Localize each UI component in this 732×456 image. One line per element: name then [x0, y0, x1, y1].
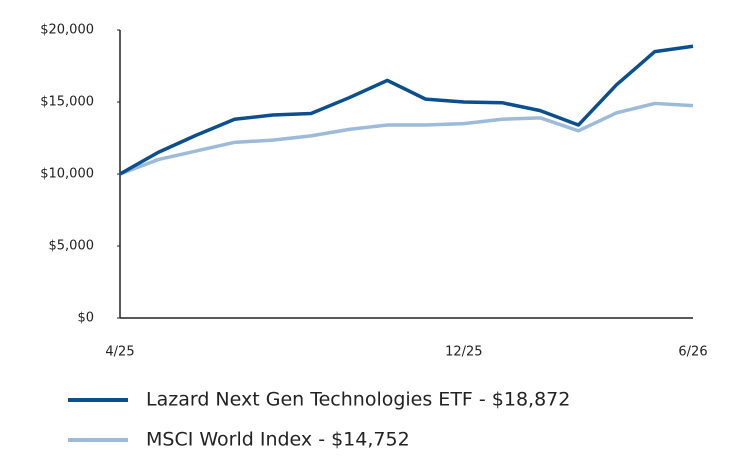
legend-label: Lazard Next Gen Technologies ETF - $18,8…: [146, 389, 570, 411]
x-tick-label: 4/25: [105, 345, 134, 360]
series-line: [119, 101, 694, 176]
series-line: [119, 44, 694, 176]
x-tick-label: 12/25: [445, 345, 482, 360]
y-tick-label: $5,000: [49, 239, 95, 254]
y-tick-label: $10,000: [40, 167, 94, 182]
y-tick-label: $15,000: [40, 95, 94, 110]
legend: Lazard Next Gen Technologies ETF - $18,8…: [68, 389, 570, 451]
legend-label: MSCI World Index - $14,752: [146, 429, 410, 451]
x-tick-label: 6/26: [678, 345, 707, 360]
y-tick-label: $20,000: [40, 23, 94, 38]
y-tick-label: $0: [77, 311, 94, 326]
